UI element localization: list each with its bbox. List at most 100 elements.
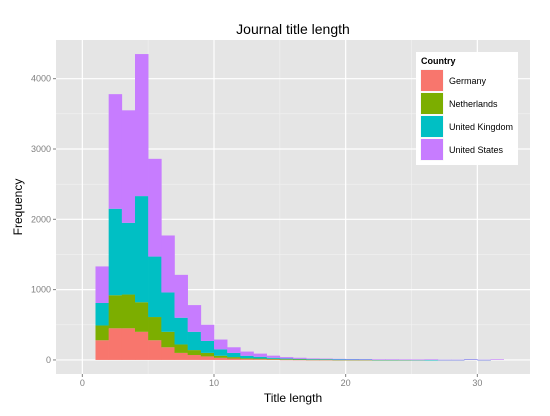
legend-label: United States [449,145,504,155]
bar-segment [174,274,188,318]
bar-segment [214,349,228,356]
bar-segment [279,359,294,361]
bar-segment [332,359,346,361]
bar-segment [319,359,333,360]
bar-segment [477,359,491,361]
x-tick-label: 0 [80,378,85,388]
y-tick-label: 4000 [31,74,51,84]
bar-segment [240,358,254,360]
bar-segment [345,359,360,360]
bar-segment [214,339,228,350]
bar-segment [464,359,478,360]
bar-segment [148,317,162,341]
bar-segment [95,325,109,341]
bar-segment [358,359,373,360]
histogram-bars [95,54,504,361]
bar-segment [121,110,136,223]
bar-segment [372,359,386,360]
bar-segment [451,359,465,361]
bar-segment [279,358,294,360]
bar-segment [108,94,123,209]
bar-segment [490,359,504,360]
bar-segment [200,340,215,353]
chart-title: Journal title length [236,21,350,37]
bar-segment [253,353,267,357]
bar-segment [253,359,267,360]
legend-items: Germany Netherlands United Kingdom United S… [419,68,513,162]
bar-segment [227,352,241,358]
bar-segment [95,266,109,303]
bar-segment [424,359,439,360]
bar-segment [121,328,136,360]
bar-segment [293,359,307,360]
x-tick-label: 10 [209,378,219,388]
legend-swatch [421,139,443,160]
bar-segment [95,302,109,326]
y-tick-label: 2000 [31,214,51,224]
bar-segment [161,331,175,348]
bar-segment [319,359,333,361]
bar-segment [200,352,215,357]
legend-label: Germany [449,76,487,86]
bar-segment [108,295,123,329]
bar-segment [240,351,254,356]
bar-segment [398,359,412,361]
bar-segment [108,328,123,360]
bar-segment [306,358,320,360]
bar-segment [187,331,202,351]
x-tick-label: 20 [341,378,351,388]
legend-swatch [421,116,443,137]
bar-segment [174,352,188,360]
bar-segment [161,292,175,332]
y-tick-label: 0 [46,355,51,365]
bar-segment [108,208,123,296]
bar-segment [161,347,175,360]
bar-segment [214,357,228,360]
bar-segment [411,359,425,361]
bar-segment [306,359,320,360]
bar-segment [253,358,267,360]
bar-segment [266,355,281,358]
bar-segment [266,358,281,360]
x-axis: 0 10 20 30 [80,374,482,388]
bar-segment [95,340,109,360]
legend-swatch [421,70,443,91]
bar-segment [293,358,307,360]
bar-segment [227,347,241,353]
bar-segment [227,357,241,359]
bar-segment [121,294,136,329]
bar-segment [253,356,267,359]
legend-title: Country [421,56,456,66]
y-tick-label: 3000 [31,144,51,154]
bar-segment [200,356,215,360]
y-axis: 0 1000 2000 3000 4000 [31,74,56,365]
bar-segment [148,340,162,360]
bar-segment [385,359,399,360]
bar-segment [266,357,281,359]
bar-segment [161,235,175,293]
bar-segment [437,359,452,361]
bar-segment [187,355,202,360]
bar-segment [332,358,346,360]
bar-segment [306,359,320,361]
bar-segment [135,196,149,303]
bar-segment [187,350,202,356]
bar-segment [148,256,162,318]
bar-segment [187,305,202,332]
bar-segment [135,54,149,197]
bar-segment [319,358,333,360]
bar-segment [279,357,294,359]
bar-segment [358,359,373,361]
x-tick-label: 30 [472,378,482,388]
bar-segment [135,302,149,332]
legend-label: Netherlands [449,99,498,109]
bar-segment [279,359,294,360]
bar-segment [121,222,136,295]
legend-label: United Kingdom [449,122,513,132]
y-axis-title: Frequency [11,179,25,236]
bar-segment [345,359,360,361]
bar-segment [135,331,149,360]
bar-segment [240,359,254,360]
bar-segment [214,355,228,358]
